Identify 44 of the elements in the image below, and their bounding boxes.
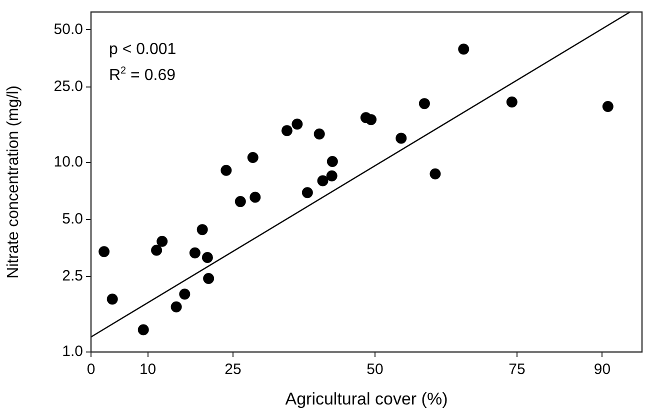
point (189, 247, 200, 258)
y-tick-label: 50.0 (54, 20, 83, 38)
point (250, 192, 261, 203)
x-tick-label: 90 (594, 361, 611, 378)
x-tick-label: 25 (224, 361, 242, 378)
y-tick-label: 10.0 (54, 153, 83, 170)
point (234, 196, 246, 208)
x-tick-label: 75 (508, 361, 526, 378)
point (106, 294, 118, 305)
point (292, 118, 303, 130)
point (602, 100, 614, 112)
point (156, 236, 168, 247)
point (98, 246, 110, 258)
x-tick-label: 10 (139, 361, 156, 378)
x-tick-label: 50 (366, 361, 384, 378)
point (430, 168, 441, 180)
point (151, 244, 162, 256)
point (458, 44, 470, 55)
point (179, 288, 190, 300)
y-tick-label: 2.5 (62, 268, 83, 285)
point (170, 301, 182, 312)
point (247, 152, 258, 164)
point (220, 164, 232, 176)
point (326, 170, 338, 182)
annotation: p < 0.001 (109, 41, 176, 58)
point (138, 324, 149, 336)
point (202, 252, 213, 263)
y-tick-label: 1.0 (62, 343, 83, 360)
point (196, 224, 208, 236)
point (326, 156, 338, 167)
point (302, 187, 313, 198)
y-axis-title: Nitrate concentration (mg/l) (5, 86, 22, 278)
point (418, 98, 430, 110)
point (366, 114, 377, 126)
x-axis-title: Agricultural cover (%) (285, 389, 448, 408)
point (506, 96, 518, 108)
point (203, 273, 214, 284)
point (314, 128, 325, 140)
point (396, 132, 407, 144)
point (317, 175, 328, 186)
point (281, 125, 292, 136)
y-tick-label: 25.0 (54, 78, 83, 95)
y-tick-label: 5.0 (62, 210, 83, 228)
x-tick-label: 0 (86, 361, 96, 378)
